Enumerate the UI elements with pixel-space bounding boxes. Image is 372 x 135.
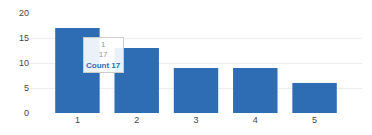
svg-text:10: 10: [19, 58, 29, 68]
svg-text:0: 0: [24, 108, 29, 118]
svg-text:1: 1: [75, 115, 80, 125]
svg-text:15: 15: [19, 33, 29, 43]
svg-text:117Count 17: 117Count 17: [86, 40, 121, 70]
svg-text:3: 3: [193, 115, 198, 125]
svg-text:5: 5: [312, 115, 317, 125]
svg-text:4: 4: [253, 115, 258, 125]
svg-text:20: 20: [19, 8, 29, 18]
svg-text:2: 2: [134, 115, 139, 125]
svg-text:5: 5: [24, 83, 29, 93]
